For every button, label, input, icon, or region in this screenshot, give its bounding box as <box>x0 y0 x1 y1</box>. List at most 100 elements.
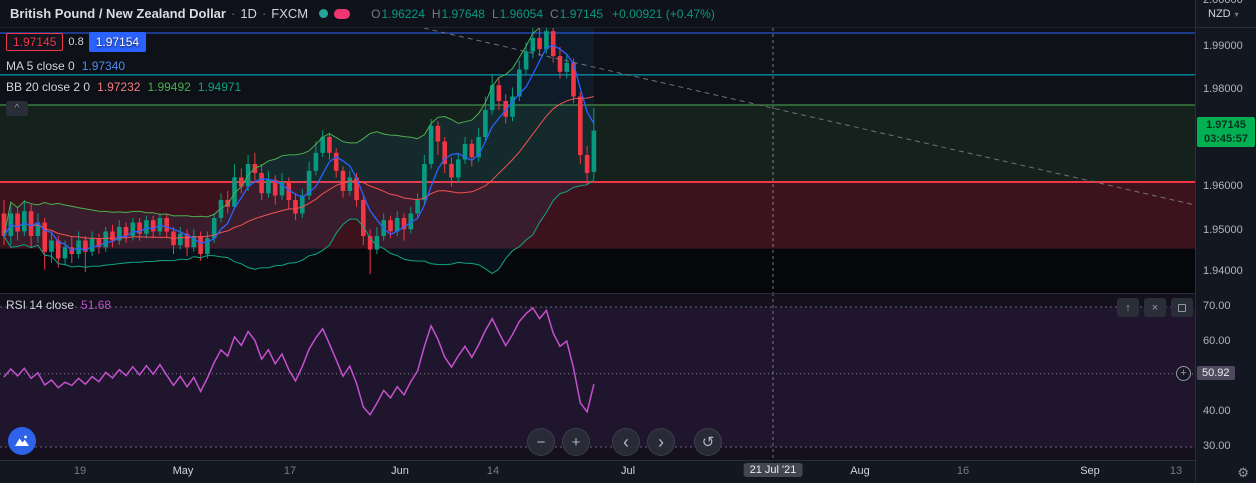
candle-body <box>367 236 373 250</box>
currency-label: NZD <box>1208 8 1231 20</box>
time-axis-marked-date: 21 Jul '21 <box>743 463 803 477</box>
candle-body <box>144 220 149 234</box>
pane-separator[interactable] <box>0 293 1256 294</box>
candle-body <box>408 213 414 230</box>
maximize-pane-button[interactable] <box>1171 298 1193 317</box>
change-value: +0.00921 (+0.47%) <box>612 6 715 21</box>
bar-countdown: 03:45:57 <box>1203 133 1249 145</box>
trendline[interactable] <box>380 28 1195 206</box>
separator-dot: · <box>230 6 236 21</box>
candle-body <box>428 125 434 164</box>
candle-body <box>184 233 190 248</box>
price-axis-label: 1.98000 <box>1203 83 1243 95</box>
candle-body <box>42 222 47 252</box>
main-legend: 1.97145 0.8 1.97154 MA 5 close 0 1.97340… <box>6 32 241 123</box>
time-axis-label: 13 <box>1169 465 1183 477</box>
move-pane-up-button[interactable]: ↑ <box>1117 298 1139 317</box>
price-zone <box>0 105 1195 182</box>
rsi-axis-label: 70.00 <box>1203 300 1231 312</box>
candle-body <box>103 231 108 248</box>
candle-body <box>374 236 380 250</box>
separator-dot: · <box>261 6 267 21</box>
candle-body <box>415 200 420 214</box>
candle-body <box>218 200 224 218</box>
close-label: C <box>550 6 559 21</box>
scroll-left-button[interactable]: ‹ <box>612 428 640 456</box>
mountain-icon <box>15 435 29 446</box>
candle-body <box>164 218 169 232</box>
candle-body <box>469 143 475 158</box>
low-label: L <box>491 6 499 21</box>
symbol-title[interactable]: British Pound / New Zealand Dollar <box>10 6 226 21</box>
price-chart-canvas[interactable] <box>0 28 1195 293</box>
candle-body <box>320 137 325 153</box>
candle-body <box>327 137 332 153</box>
zoom-in-button[interactable]: + <box>562 428 590 456</box>
ma-indicator-label[interactable]: MA 5 close 0 <box>6 59 75 73</box>
candle-body <box>557 56 563 72</box>
plus-icon: + <box>571 433 581 451</box>
candle-body <box>578 96 583 155</box>
candle-body <box>544 31 549 50</box>
scroll-right-button[interactable]: › <box>647 428 675 456</box>
open-label: O <box>371 6 381 21</box>
bollinger-upper-line <box>3 28 541 237</box>
candle-body <box>300 195 305 214</box>
bb-indicator-label[interactable]: BB 20 close 2 0 <box>6 80 91 94</box>
rsi-value-badge: 50.92 <box>1197 366 1235 380</box>
price-axis-top-label: 2.00000 <box>1203 0 1243 6</box>
open-value: 1.96224 <box>381 6 425 21</box>
price-axis[interactable]: 2.00000 NZD ▾ 1.97145 03:45:57 50.92 ⚙ 1.… <box>1195 0 1256 483</box>
reset-chart-button[interactable]: ↺ <box>694 428 722 456</box>
candle-body <box>503 101 508 117</box>
candle-body <box>89 238 95 252</box>
time-axis-label: 16 <box>956 465 970 477</box>
currency-toggle-button[interactable]: NZD ▾ <box>1208 8 1239 20</box>
price-axis-label: 1.96000 <box>1203 180 1243 192</box>
rsi-axis-label: 40.00 <box>1203 405 1231 417</box>
chevron-up-icon: ^ <box>14 103 20 114</box>
candle-body <box>394 218 400 232</box>
time-axis-label: Jul <box>620 465 636 477</box>
candle-body <box>422 164 427 200</box>
chevron-right-icon: › <box>658 431 664 452</box>
exchange-button[interactable]: FXCM <box>271 6 309 21</box>
brand-logo[interactable] <box>8 427 36 455</box>
candle-body <box>564 62 569 72</box>
low-value: 1.96054 <box>499 6 544 21</box>
candle-body <box>239 177 244 187</box>
axis-settings-button[interactable]: ⚙ <box>1237 465 1249 481</box>
spread-value: 0.8 <box>68 36 84 48</box>
candle-body <box>178 233 183 245</box>
candle-body <box>462 143 468 160</box>
arrow-up-icon: ↑ <box>1125 301 1131 314</box>
candle-body <box>211 218 217 239</box>
interval-button[interactable]: 1D <box>240 6 257 21</box>
candle-body <box>205 238 210 254</box>
close-pane-button[interactable]: × <box>1144 298 1166 317</box>
ask-price-box[interactable]: 1.97154 <box>88 32 147 52</box>
rsi-chart-canvas[interactable] <box>0 293 1195 460</box>
candle-body <box>266 179 271 194</box>
time-axis[interactable]: 19 May 17 Jun 14 Jul 21 Jul '21 Aug 16 Sep 13 <box>0 461 1195 483</box>
candle-body <box>1 213 7 236</box>
candle-body <box>496 85 502 101</box>
time-axis-label: Aug <box>850 465 870 477</box>
rsi-indicator-label[interactable]: RSI 14 close <box>6 298 75 312</box>
zoom-out-button[interactable]: − <box>527 428 555 456</box>
bid-price-box[interactable]: 1.97145 <box>6 33 64 51</box>
market-status-icon[interactable] <box>319 9 329 18</box>
candle-body <box>62 247 68 259</box>
hot-badge-icon[interactable] <box>334 8 351 19</box>
ma-indicator-value: 1.97340 <box>81 59 126 73</box>
candle-body <box>456 159 461 178</box>
candle-body <box>83 240 88 252</box>
axis-header-separator <box>1196 27 1256 28</box>
minus-icon: − <box>536 433 546 451</box>
rsi-level-target-icon[interactable]: + <box>1176 366 1191 381</box>
last-price-badge: 1.97145 03:45:57 <box>1197 117 1255 147</box>
legend-collapse-button[interactable]: ^ <box>6 101 28 116</box>
rsi-line <box>3 306 595 416</box>
time-axis-label: Jun <box>391 465 409 477</box>
